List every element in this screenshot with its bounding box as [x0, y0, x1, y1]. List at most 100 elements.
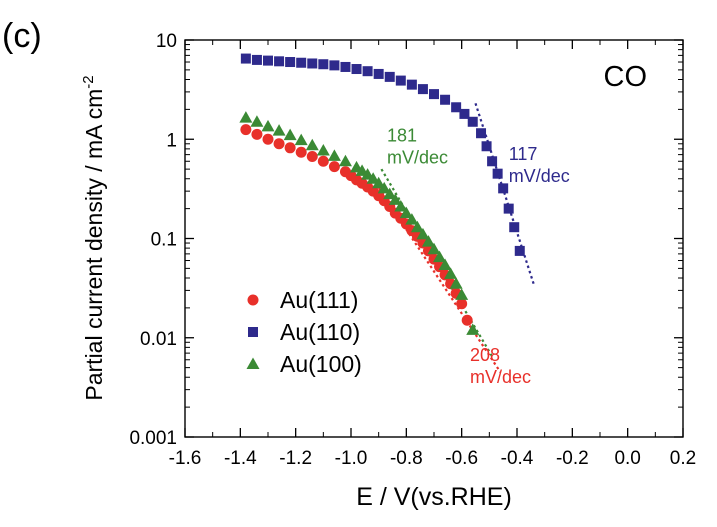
- data-point: [316, 144, 330, 156]
- y-tick-label: 0.01: [140, 329, 177, 350]
- data-point: [388, 193, 402, 205]
- x-tick-label: -1.4: [224, 448, 257, 469]
- data-point: [328, 161, 340, 173]
- data-point: [383, 187, 397, 200]
- data-point: [459, 108, 470, 119]
- data-point: [433, 250, 447, 263]
- data-point: [481, 141, 492, 152]
- x-axis-label: E / V(vs.RHE): [356, 483, 512, 511]
- data-point: [295, 146, 307, 158]
- data-point: [498, 183, 509, 194]
- data-point: [362, 66, 373, 77]
- data-point: [338, 154, 352, 167]
- legend-label: Au(111): [280, 287, 358, 313]
- legend: Au(111) Au(110) Au(100): [246, 287, 362, 377]
- data-point: [514, 245, 525, 256]
- data-point: [394, 200, 408, 212]
- legend-label: Au(110): [280, 319, 360, 345]
- data-point: [373, 68, 384, 79]
- tafel-fit-line: [374, 182, 502, 373]
- x-tick-label: 0.0: [614, 448, 640, 469]
- legend-marker: [247, 294, 259, 306]
- legend-marker: [246, 357, 260, 369]
- tafel-fit-lines: [374, 103, 535, 373]
- data-point: [476, 128, 487, 139]
- y-axis-label-main: Partial current density / mA cm: [81, 89, 107, 401]
- tafel-fit-line: [474, 103, 535, 285]
- x-tick-label: -0.6: [445, 448, 478, 469]
- x-tick-label: 0.2: [670, 448, 696, 469]
- data-point: [461, 314, 473, 326]
- data-point: [307, 58, 318, 69]
- data-point: [294, 133, 308, 146]
- legend-marker: [248, 327, 258, 337]
- data-point: [410, 220, 424, 233]
- data-point: [251, 128, 263, 140]
- x-tick-label: -0.4: [501, 448, 534, 469]
- data-point: [399, 206, 413, 219]
- data-point: [417, 84, 428, 95]
- chart-title: CO: [604, 61, 648, 93]
- data-point: [440, 94, 451, 105]
- data-point: [318, 59, 329, 70]
- data-point: [467, 116, 478, 127]
- data-point: [455, 288, 469, 300]
- data-point: [305, 138, 319, 151]
- x-tick-label: -0.2: [556, 448, 589, 469]
- x-tick-label: -0.8: [390, 448, 423, 469]
- data-point: [438, 258, 452, 271]
- data-point: [384, 71, 395, 82]
- data-point: [284, 142, 296, 154]
- data-point: [306, 151, 318, 163]
- data-point: [427, 242, 441, 255]
- data-point: [351, 64, 362, 75]
- data-point: [340, 61, 351, 72]
- series-au-100: [239, 111, 480, 335]
- data-point: [250, 115, 264, 127]
- x-axis-ticks: -1.6 -1.4 -1.2 -1.0 -0.8 -0.6 -0.4 -0.2 0.0 0.2: [169, 40, 696, 469]
- data-point: [240, 124, 252, 136]
- data-point: [405, 213, 419, 225]
- data-point: [273, 138, 285, 150]
- data-point: [251, 54, 262, 65]
- data-point: [503, 203, 514, 214]
- slope-value: 208: [470, 345, 500, 365]
- data-point: [239, 111, 253, 123]
- data-point: [272, 124, 286, 136]
- x-tick-label: -1.0: [335, 448, 368, 469]
- data-point: [317, 155, 329, 167]
- data-point: [261, 119, 275, 132]
- y-tick-label: 0.001: [129, 428, 177, 449]
- data-point: [263, 55, 273, 66]
- data-point: [285, 57, 296, 68]
- data-point: [377, 181, 391, 194]
- slope-value: 117: [509, 144, 538, 164]
- slope-unit: mV/dec: [387, 147, 448, 167]
- data-point: [487, 156, 498, 167]
- legend-label: Au(100): [280, 351, 362, 377]
- data-point: [372, 176, 386, 189]
- data-point: [466, 323, 480, 335]
- data-point: [444, 267, 458, 279]
- data-point: [429, 89, 439, 100]
- x-tick-label: -1.2: [279, 448, 312, 469]
- slope-unit: mV/dec: [509, 166, 570, 186]
- slope-value: 181: [387, 125, 417, 145]
- data-point: [509, 222, 520, 233]
- data-point: [416, 227, 430, 240]
- data-point: [329, 60, 340, 71]
- data-point: [451, 102, 462, 113]
- y-tick-label: 10: [156, 31, 177, 52]
- data-point: [240, 53, 251, 64]
- y-tick-label: 0.1: [151, 230, 177, 251]
- y-tick-label: 1: [166, 130, 177, 151]
- data-point: [449, 277, 463, 289]
- data-point: [274, 56, 285, 67]
- y-axis-ticks: 0.001 0.01 0.1 1 10: [129, 31, 683, 449]
- data-point: [262, 133, 274, 145]
- slope-unit: mV/dec: [470, 367, 531, 387]
- data-point: [296, 57, 307, 68]
- x-tick-label: -1.6: [169, 448, 202, 469]
